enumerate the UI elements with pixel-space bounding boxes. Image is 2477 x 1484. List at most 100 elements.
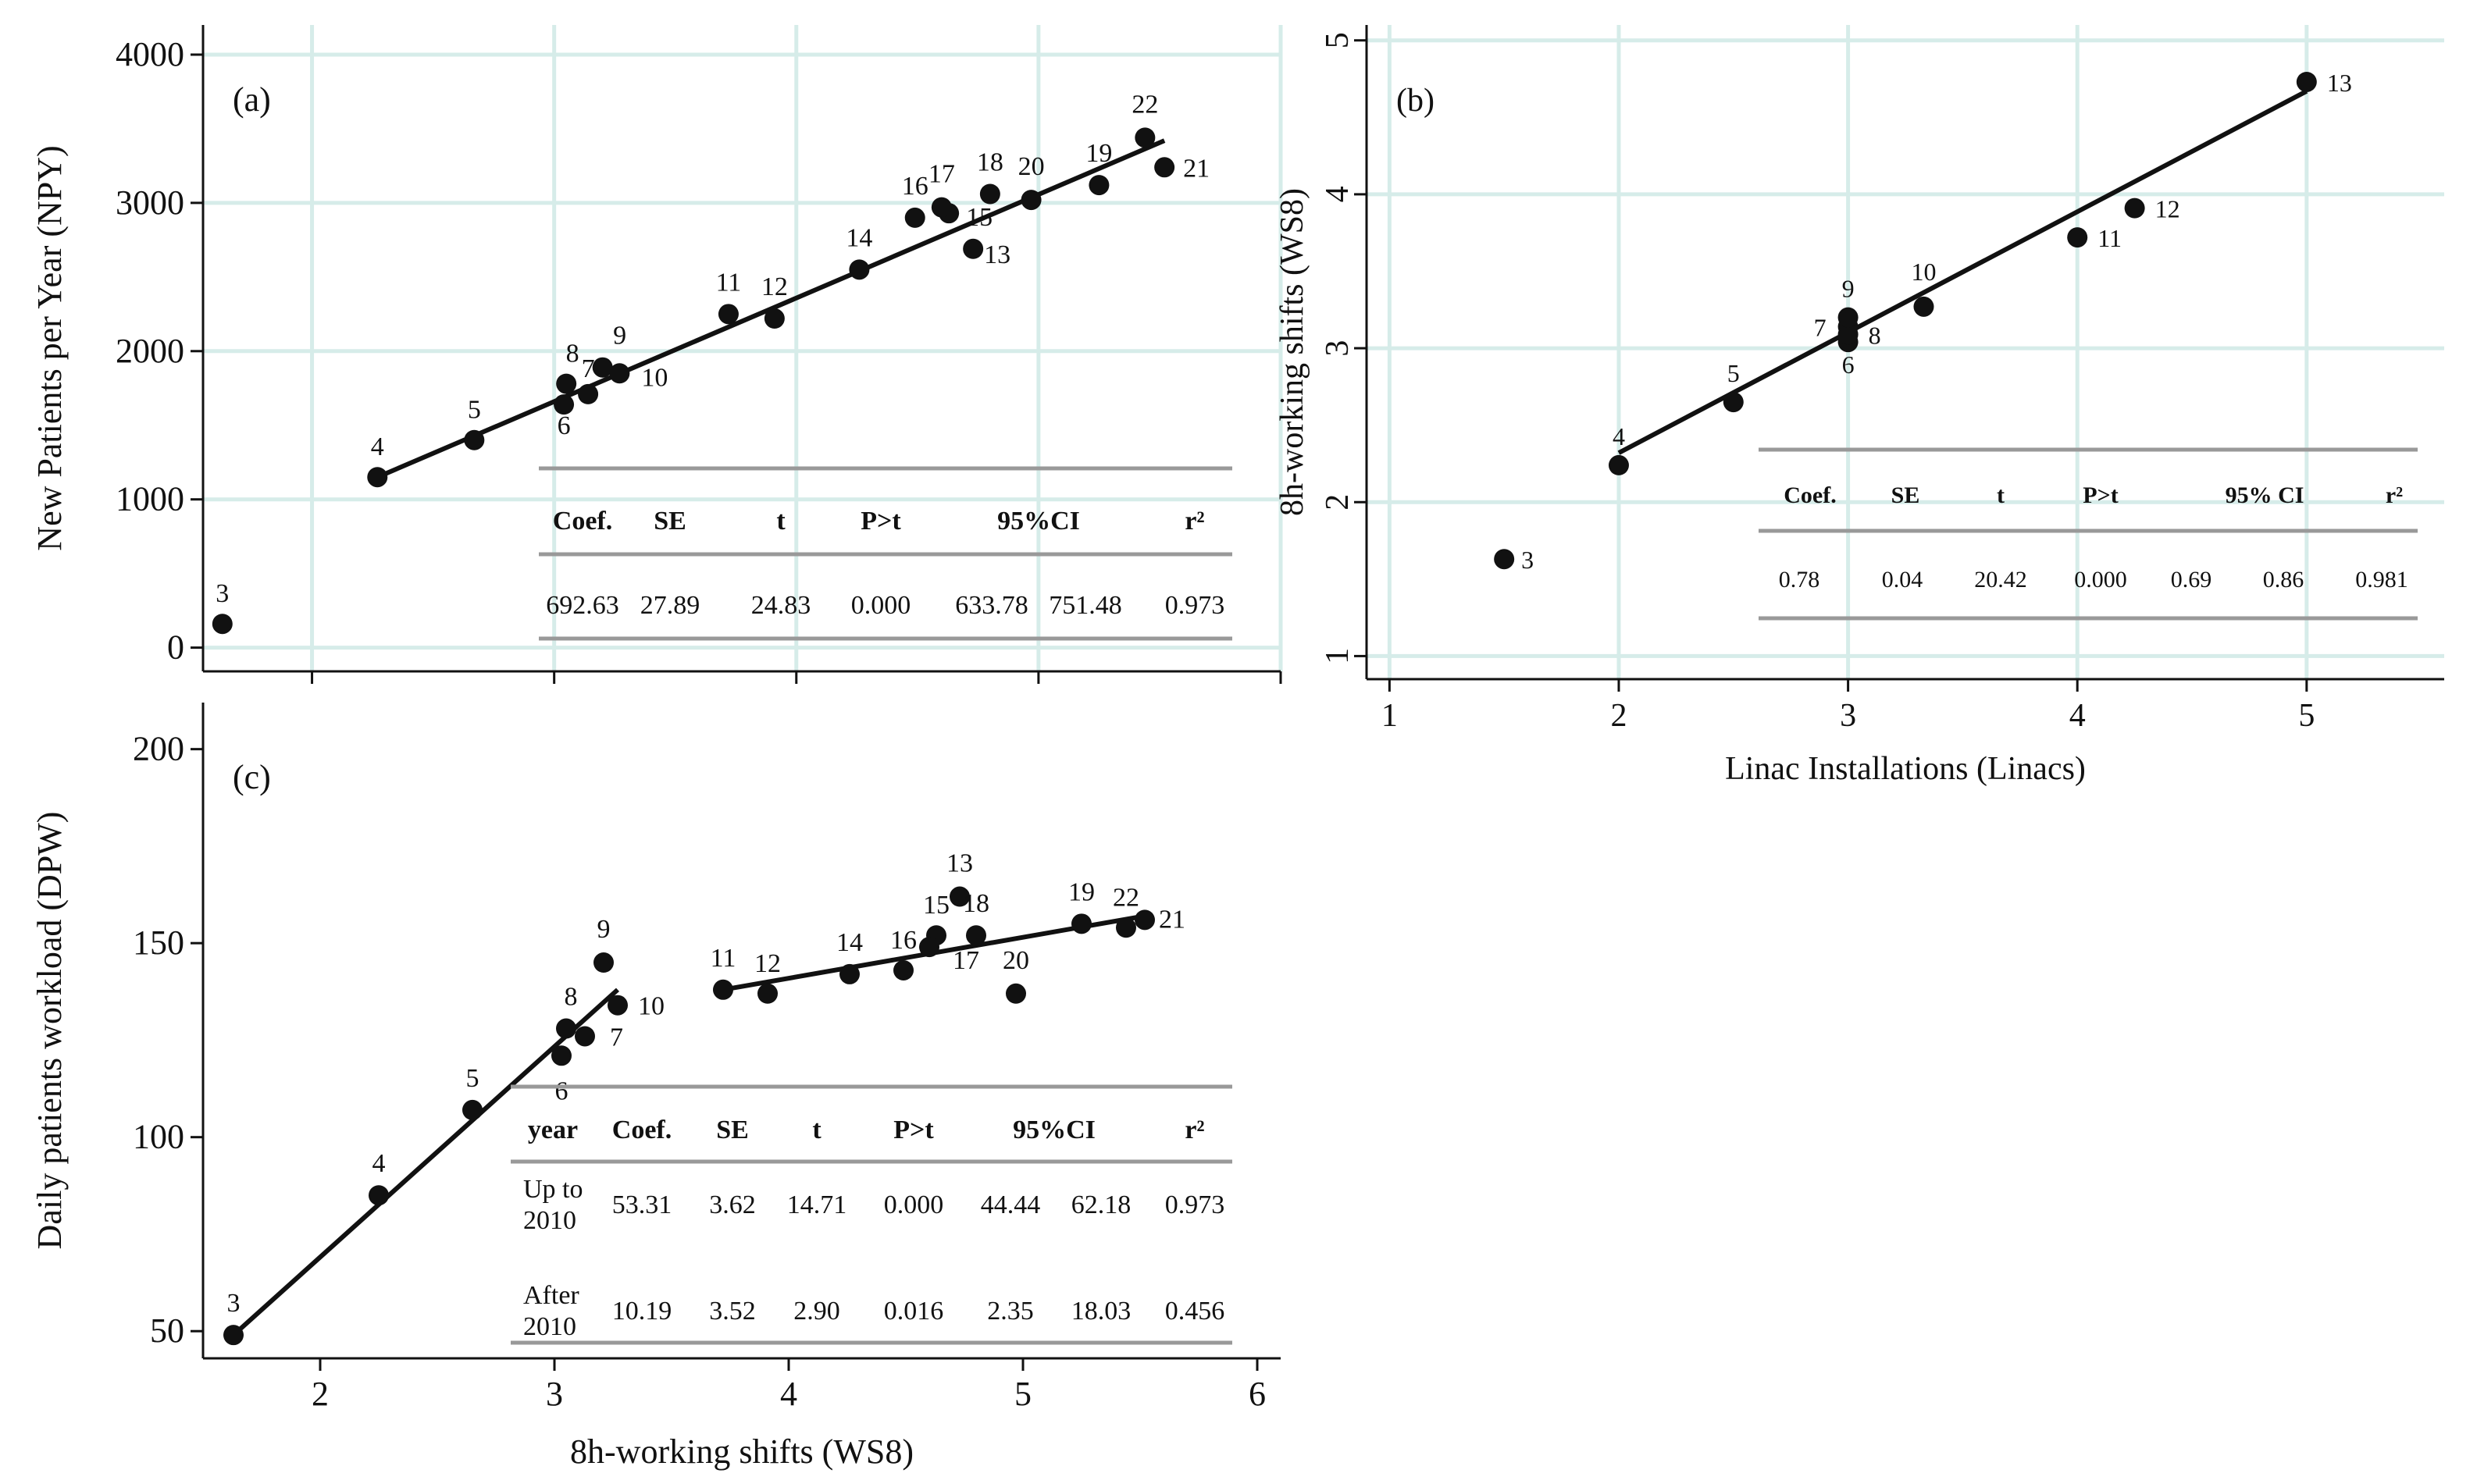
data-point-16: [893, 959, 914, 980]
x-tick-label-4: 5: [2298, 698, 2315, 734]
table-header-1: Coef.: [612, 1116, 672, 1144]
point-label-11: 11: [716, 268, 742, 297]
data-point-14: [839, 963, 860, 984]
data-point-17: [919, 937, 939, 958]
data-point-7: [578, 383, 599, 404]
table-cell-1-1: 3.52: [709, 1297, 756, 1326]
x-tick-label-2: 4: [780, 1375, 797, 1413]
data-point-9: [1837, 307, 1859, 328]
stats-table: Coef. SE t P>t 95%CI r² 692.63 27.89 24.83 0.000 6…: [539, 466, 1232, 641]
data-point-5: [462, 1099, 483, 1120]
point-label-6: 6: [558, 411, 571, 440]
table-cell-0-5: 751.48: [1049, 591, 1122, 620]
data-point-3: [1494, 549, 1515, 570]
data-point-22: [1116, 917, 1136, 938]
data-point-12: [757, 983, 778, 1004]
data-point-18: [966, 925, 986, 946]
point-label-14: 14: [836, 928, 863, 957]
table-cell-0-4: 44.44: [981, 1190, 1041, 1219]
point-label-7: 7: [610, 1023, 623, 1052]
point-label-17: 17: [953, 946, 979, 975]
data-point-21: [1154, 157, 1175, 178]
point-label-9: 9: [1842, 275, 1855, 303]
data-point-6: [551, 1045, 572, 1066]
point-label-22: 22: [1132, 90, 1158, 119]
point-label-7: 7: [1814, 313, 1827, 341]
table-cell-0-1: 3.62: [709, 1190, 756, 1219]
table-cell-1-2: 2.90: [793, 1297, 840, 1326]
point-label-8: 8: [566, 340, 579, 368]
y-tick-label-0: 0: [167, 628, 184, 667]
point-label-21: 21: [1183, 154, 1210, 183]
table-cell-1-0: 10.19: [612, 1297, 672, 1326]
point-label-10: 10: [638, 992, 665, 1021]
point-label-3: 3: [1521, 546, 1534, 574]
table-header-2: t: [1997, 482, 2005, 508]
x-tick-label-0: 1: [1381, 698, 1398, 734]
data-point-8: [556, 1018, 576, 1039]
point-label-6: 6: [1842, 351, 1855, 379]
table-cell-0-6: 0.973: [1165, 591, 1225, 620]
point-label-16: 16: [902, 172, 928, 201]
point-label-15: 15: [923, 891, 950, 920]
data-point-5: [464, 429, 485, 450]
point-label-12: 12: [2155, 195, 2180, 223]
data-point-9: [593, 952, 614, 973]
table-cell-1-4: 2.35: [987, 1297, 1034, 1326]
table-header-4: 95%CI: [997, 507, 1080, 536]
data-point-13: [2296, 71, 2317, 92]
table-cell-0-1: 0.04: [1882, 567, 1923, 593]
point-label-9: 9: [613, 322, 626, 351]
point-label-19: 19: [1085, 139, 1112, 168]
point-label-21: 21: [1159, 905, 1185, 934]
y-tick-label-3: 3000: [116, 183, 184, 222]
data-point-20: [1006, 983, 1026, 1004]
data-point-11: [2067, 227, 2088, 248]
fit-line-0: [376, 138, 1166, 479]
point-label-12: 12: [754, 949, 781, 978]
table-row-0-year-1: Up to: [523, 1175, 583, 1204]
data-point-12: [2124, 198, 2145, 219]
y-tick-label-1: 1000: [116, 480, 184, 518]
table-cell-0-3: 0.000: [851, 591, 911, 620]
data-point-10: [609, 363, 630, 384]
table-header-5: r²: [1185, 507, 1204, 536]
table-header-0: Coef.: [1784, 482, 1836, 508]
data-point-8: [556, 373, 577, 394]
data-point-8: [1837, 324, 1859, 345]
data-point-21: [1135, 909, 1155, 931]
table-header-2: t: [776, 507, 786, 536]
x-axis-label: 8h-working shifts (WS8): [570, 1432, 914, 1471]
y-tick-label-3: 200: [133, 730, 184, 768]
x-tick-label-1: 2: [1610, 698, 1627, 734]
y-tick-label-2: 3: [1320, 340, 1356, 357]
table-cell-0-5: 62.18: [1071, 1190, 1132, 1219]
point-label-9: 9: [597, 915, 611, 944]
data-point-4: [1608, 454, 1629, 475]
point-label-5: 5: [466, 1064, 479, 1093]
point-label-6: 6: [555, 1077, 568, 1105]
table-cell-0-2: 14.71: [787, 1190, 847, 1219]
data-point-18: [979, 183, 1000, 205]
data-point-13: [963, 238, 984, 259]
point-label-11: 11: [2097, 224, 2122, 252]
table-cell-0-0: 0.78: [1779, 567, 1820, 593]
table-cell-1-5: 18.03: [1071, 1297, 1132, 1326]
table-header-1: SE: [1891, 482, 1920, 508]
point-label-5: 5: [1727, 359, 1740, 387]
point-label-4: 4: [372, 1149, 386, 1178]
table-header-4: P>t: [893, 1116, 934, 1144]
table-header-1: SE: [654, 507, 686, 536]
table-row-1-year-2: 2010: [523, 1312, 576, 1341]
y-tick-label-1: 2: [1320, 494, 1356, 511]
table-header-3: t: [812, 1116, 822, 1144]
x-tick-label-2: 3: [1840, 698, 1856, 734]
table-header-3: P>t: [861, 507, 901, 536]
data-point-5: [1723, 392, 1744, 413]
table-cell-0-3: 0.000: [2074, 567, 2127, 593]
point-label-5: 5: [468, 396, 481, 425]
table-header-5: 95%CI: [1013, 1116, 1096, 1144]
table-cell-0-2: 20.42: [1974, 567, 2027, 593]
